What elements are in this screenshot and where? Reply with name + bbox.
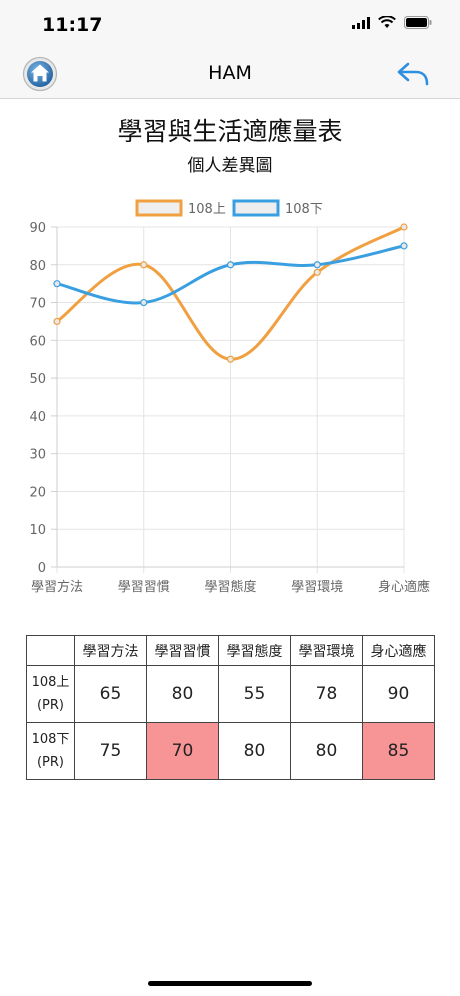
series-point-1 [53,317,61,326]
legend-swatch-1 [135,199,183,217]
table-header-cell: 學習環境 [290,635,363,666]
series-point-1 [226,355,235,363]
x-tick-label: 學習環境 [291,580,343,595]
battery-icon [404,16,432,29]
nav-title: HAM [208,62,252,84]
table-header-cell: 身心適應 [362,635,435,666]
table-cell: 80 [146,665,219,723]
x-tick-label: 學習習慣 [118,579,170,595]
row-label-line1: 108上 [31,675,70,690]
table-row: 108上 (PR) 65 80 55 78 90 [26,665,435,723]
y-tick-label: 40 [29,410,46,425]
series-point-2 [140,298,148,307]
table-cell: 90 [362,665,435,723]
table-header-cell: 學習習慣 [146,635,219,666]
legend-label-1: 108上 [188,202,226,217]
status-bar: 11:17 [0,0,460,50]
row-label: 108下 (PR) [26,722,75,780]
row-label-line2: (PR) [36,698,64,713]
y-tick-label: 30 [29,448,46,463]
page-title: 學習與生活適應量表 [117,117,343,146]
wifi-icon [378,16,396,28]
table-cell: 80 [290,722,363,780]
series-point-2 [400,242,408,250]
status-icons [352,16,432,29]
y-tick-label: 90 [29,221,46,236]
table-cell: 85 [362,722,435,780]
row-label-line1: 108下 [31,732,70,747]
x-tick-label: 學習態度 [204,579,256,595]
table-cell: 70 [146,722,219,780]
back-arrow-icon[interactable] [396,60,430,88]
legend-label-2: 108下 [285,202,323,217]
series-point-1 [400,223,408,231]
table-cell: 65 [74,665,147,723]
y-tick-label: 50 [29,372,46,387]
series-point-2 [53,280,61,288]
table-cell: 78 [290,665,363,723]
x-tick-label: 身心適應 [378,579,430,595]
score-table: 學習方法 學習習慣 學習態度 學習環境 身心適應 108上 (PR) 65 80… [26,635,435,780]
x-tick-label: 學習方法 [31,579,83,595]
legend-swatch-2 [232,199,280,217]
y-tick-label: 20 [29,485,46,500]
signal-icon [352,16,370,29]
table-cell: 80 [218,722,291,780]
page-subtitle: 個人差異圖 [187,156,273,176]
series-point-1 [140,261,148,269]
series-point-2 [226,261,235,269]
table-cell: 75 [74,722,147,780]
table-header-cell: 學習方法 [74,635,147,666]
row-label: 108上 (PR) [26,665,75,723]
y-tick-label: 70 [29,297,46,312]
y-tick-label: 80 [29,259,46,274]
y-tick-label: 0 [38,561,46,576]
table-row: 108下 (PR) 75 70 80 80 85 [26,722,435,780]
y-tick-label: 60 [29,334,46,349]
row-label-line2: (PR) [36,755,64,770]
home-icon[interactable] [22,56,58,92]
home-indicator [148,981,312,986]
table-cell: 55 [218,665,291,723]
table-header-cell [26,635,75,666]
nav-bar: HAM [0,50,460,99]
line-chart: 0 10 20 30 40 50 60 70 80 90 學習方法 學習習慣 學習態度 學習環境 身心適應 1… [29,199,430,595]
table-header-row: 學習方法 學習習慣 學習態度 學習環境 身心適應 [26,635,435,666]
series-point-1 [313,268,321,276]
y-tick-label: 10 [29,523,46,538]
table-header-cell: 學習態度 [218,635,291,666]
series-point-2 [313,261,321,269]
status-time: 11:17 [42,14,103,36]
